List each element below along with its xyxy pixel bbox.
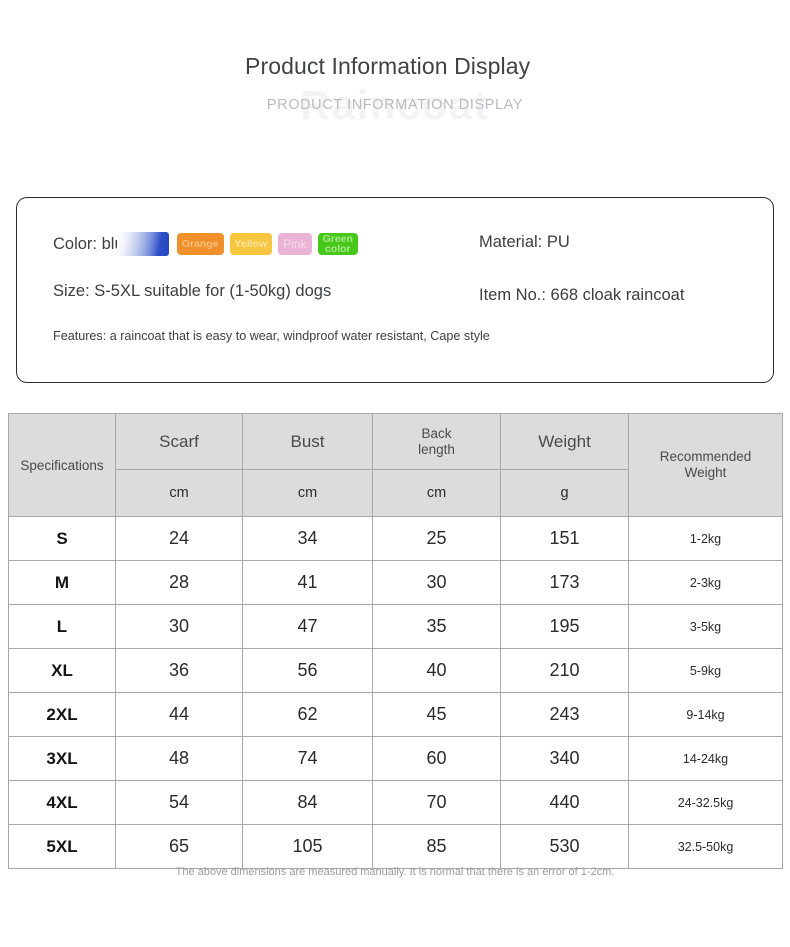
color-swatch-blue[interactable] xyxy=(116,232,169,256)
unit-weight: g xyxy=(500,469,629,517)
unit-bust: cm xyxy=(242,469,373,517)
page-title: Product Information Display xyxy=(245,53,531,79)
cell-bust: 34 xyxy=(242,516,373,561)
table-row: 2XL 44 62 45 243 9-14kg xyxy=(8,692,783,737)
cell-bust: 74 xyxy=(242,736,373,781)
cell-size: L xyxy=(8,604,116,649)
cell-recommended: 14-24kg xyxy=(628,736,783,781)
cell-recommended: 5-9kg xyxy=(628,648,783,693)
cell-scarf: 24 xyxy=(115,516,243,561)
header-scarf: Scarf xyxy=(115,413,243,470)
cell-weight: 440 xyxy=(500,780,629,825)
cell-recommended: 1-2kg xyxy=(628,516,783,561)
color-swatch-pink[interactable]: Pink xyxy=(278,233,312,255)
size-row: Size: S-5XL suitable for (1-50kg) dogs xyxy=(53,282,331,301)
cell-scarf: 28 xyxy=(115,560,243,605)
measurement-footnote: The above dimensions are measured manual… xyxy=(175,866,615,878)
cell-size: 4XL xyxy=(8,780,116,825)
table-body: S 24 34 25 151 1-2kg M 28 41 30 173 2-3k… xyxy=(8,516,783,869)
cell-weight: 530 xyxy=(500,824,629,869)
product-info-box: Color: blue Orange Yellow Pink Green col… xyxy=(16,197,774,383)
color-swatch-strip: Orange Yellow Pink Green color xyxy=(116,232,364,256)
features-row: Features: a raincoat that is easy to wea… xyxy=(53,329,490,343)
cell-weight: 151 xyxy=(500,516,629,561)
cell-bust: 105 xyxy=(242,824,373,869)
cell-scarf: 48 xyxy=(115,736,243,781)
cell-back-length: 60 xyxy=(372,736,501,781)
color-swatch-orange[interactable]: Orange xyxy=(176,233,224,255)
cell-bust: 62 xyxy=(242,692,373,737)
cell-recommended: 24-32.5kg xyxy=(628,780,783,825)
cell-recommended: 2-3kg xyxy=(628,560,783,605)
table-row: XL 36 56 40 210 5-9kg xyxy=(8,648,783,693)
cell-back-length: 45 xyxy=(372,692,501,737)
cell-size: M xyxy=(8,560,116,605)
cell-scarf: 36 xyxy=(115,648,243,693)
header-bust: Bust xyxy=(242,413,373,470)
table-row: S 24 34 25 151 1-2kg xyxy=(8,516,783,561)
cell-recommended: 32.5-50kg xyxy=(628,824,783,869)
size-label: Size: S-5XL suitable for (1-50kg) dogs xyxy=(53,282,332,300)
cell-weight: 210 xyxy=(500,648,629,693)
table-header-row-names: Specifications Scarf Bust Back length We… xyxy=(8,413,783,517)
cell-weight: 195 xyxy=(500,604,629,649)
cell-scarf: 44 xyxy=(115,692,243,737)
table-header-row-units: cm cm cm g xyxy=(9,469,783,517)
header-recommended-weight: Recommended Weight xyxy=(628,413,783,517)
cell-weight: 340 xyxy=(500,736,629,781)
cell-size: 2XL xyxy=(8,692,116,737)
cell-bust: 41 xyxy=(242,560,373,605)
material-label: Material: PU xyxy=(479,233,570,251)
cell-size: 5XL xyxy=(8,824,116,869)
cell-back-length: 40 xyxy=(372,648,501,693)
color-row: Color: blue Orange Yellow Pink Green col… xyxy=(53,232,364,256)
cell-scarf: 65 xyxy=(115,824,243,869)
cell-size: 3XL xyxy=(8,736,116,781)
table-row: 5XL 65 105 85 530 32.5-50kg xyxy=(8,824,783,869)
cell-back-length: 25 xyxy=(372,516,501,561)
title-block: Raincoat Product Information Display xyxy=(245,52,545,128)
cell-weight: 243 xyxy=(500,692,629,737)
table-row: 4XL 54 84 70 440 24-32.5kg xyxy=(8,780,783,825)
cell-back-length: 35 xyxy=(372,604,501,649)
cell-scarf: 54 xyxy=(115,780,243,825)
cell-size: S xyxy=(8,516,116,561)
cell-bust: 84 xyxy=(242,780,373,825)
material-row: Material: PU xyxy=(479,233,570,252)
unit-scarf: cm xyxy=(115,469,243,517)
header-weight: Weight xyxy=(500,413,629,470)
cell-size: XL xyxy=(8,648,116,693)
cell-weight: 173 xyxy=(500,560,629,605)
color-swatch-yellow[interactable]: Yellow xyxy=(229,233,273,255)
item-no-label: Item No.: 668 cloak raincoat xyxy=(479,286,685,304)
cell-scarf: 30 xyxy=(115,604,243,649)
cell-bust: 47 xyxy=(242,604,373,649)
color-swatch-green[interactable]: Green color xyxy=(317,233,358,255)
table-row: M 28 41 30 173 2-3kg xyxy=(8,560,783,605)
unit-back-length: cm xyxy=(372,469,501,517)
cell-bust: 56 xyxy=(242,648,373,693)
page-subtitle: PRODUCT INFORMATION DISPLAY xyxy=(266,97,524,113)
header-specifications: Specifications xyxy=(8,413,116,517)
size-table: Specifications Scarf Bust Back length We… xyxy=(8,413,783,869)
cell-back-length: 30 xyxy=(372,560,501,605)
cell-back-length: 85 xyxy=(372,824,501,869)
table-row: 3XL 48 74 60 340 14-24kg xyxy=(8,736,783,781)
color-label: Color: blue xyxy=(53,234,133,253)
page-header: Raincoat Product Information Display PRO… xyxy=(0,0,790,128)
features-label: Features: a raincoat that is easy to wea… xyxy=(53,329,490,343)
table-header: Specifications Scarf Bust Back length We… xyxy=(8,413,783,517)
item-no-row: Item No.: 668 cloak raincoat xyxy=(479,286,684,305)
cell-back-length: 70 xyxy=(372,780,501,825)
header-back-length: Back length xyxy=(372,413,501,470)
table-row: L 30 47 35 195 3-5kg xyxy=(8,604,783,649)
cell-recommended: 9-14kg xyxy=(628,692,783,737)
cell-recommended: 3-5kg xyxy=(628,604,783,649)
